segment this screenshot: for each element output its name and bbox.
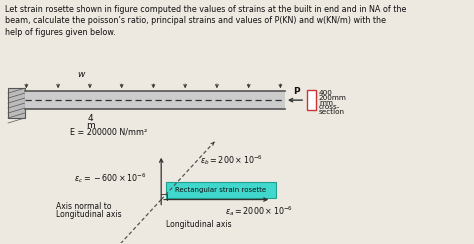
Text: $\varepsilon_b = 200\times10^{-6}$: $\varepsilon_b = 200\times10^{-6}$ (200, 153, 263, 167)
Bar (8, 88, 25, 118)
Text: 200mm: 200mm (319, 95, 347, 101)
Text: E = 200000 N/mm²: E = 200000 N/mm² (70, 128, 147, 137)
Bar (166, 182, 276, 198)
Text: Rectangular strain rosette: Rectangular strain rosette (175, 187, 266, 193)
Text: cross-: cross- (319, 104, 340, 110)
Bar (307, 90, 316, 110)
Text: Axis normal to: Axis normal to (56, 203, 111, 212)
Text: section: section (319, 109, 345, 115)
Text: 400: 400 (319, 90, 333, 96)
Text: Longitudinal axis: Longitudinal axis (166, 220, 231, 229)
Bar (25, 91, 285, 109)
Text: Let strain rosette shown in figure computed the values of strains at the built i: Let strain rosette shown in figure compu… (5, 5, 407, 37)
Text: $\varepsilon_a = 2000\times10^{-6}$: $\varepsilon_a = 2000\times10^{-6}$ (225, 204, 293, 218)
Text: m: m (86, 121, 95, 130)
Text: $\varepsilon_c = -600\times10^{-6}$: $\varepsilon_c = -600\times10^{-6}$ (74, 171, 146, 185)
Text: 4: 4 (88, 114, 93, 123)
Text: Longitudinal axis: Longitudinal axis (56, 211, 121, 219)
Text: P: P (292, 87, 299, 96)
Text: mm: mm (319, 100, 333, 106)
Text: w: w (78, 70, 85, 79)
